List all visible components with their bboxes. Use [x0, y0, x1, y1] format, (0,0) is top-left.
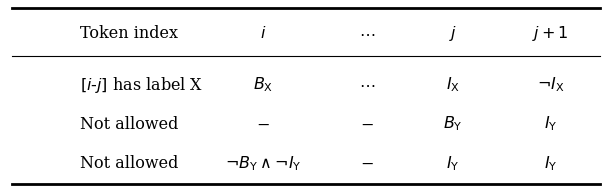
Text: $\neg B_{\mathrm{Y}} \wedge \neg I_{\mathrm{Y}}$: $\neg B_{\mathrm{Y}} \wedge \neg I_{\mat… [225, 154, 302, 173]
Text: $\cdots$: $\cdots$ [359, 76, 375, 93]
Text: Not allowed: Not allowed [80, 155, 178, 172]
Text: $\cdots$: $\cdots$ [359, 25, 375, 42]
Text: $\neg I_{\mathrm{X}}$: $\neg I_{\mathrm{X}}$ [537, 75, 564, 94]
Text: $I_{\mathrm{Y}}$: $I_{\mathrm{Y}}$ [544, 154, 558, 173]
Text: $-$: $-$ [360, 155, 374, 172]
Text: $I_{\mathrm{X}}$: $I_{\mathrm{X}}$ [446, 75, 460, 94]
Text: $j+1$: $j+1$ [532, 24, 569, 43]
Text: Not allowed: Not allowed [80, 116, 178, 133]
Text: $B_{\mathrm{Y}}$: $B_{\mathrm{Y}}$ [443, 115, 463, 133]
Text: $B_{\mathrm{X}}$: $B_{\mathrm{X}}$ [253, 75, 274, 94]
Text: $-$: $-$ [256, 116, 270, 133]
Text: $-$: $-$ [360, 116, 374, 133]
Text: Token index: Token index [80, 25, 177, 42]
Text: $I_{\mathrm{Y}}$: $I_{\mathrm{Y}}$ [446, 154, 460, 173]
Text: $[i\text{-}j]$ has label X: $[i\text{-}j]$ has label X [80, 75, 203, 95]
Text: $j$: $j$ [449, 24, 457, 43]
Text: $i$: $i$ [260, 25, 266, 42]
Text: $I_{\mathrm{Y}}$: $I_{\mathrm{Y}}$ [544, 115, 558, 133]
